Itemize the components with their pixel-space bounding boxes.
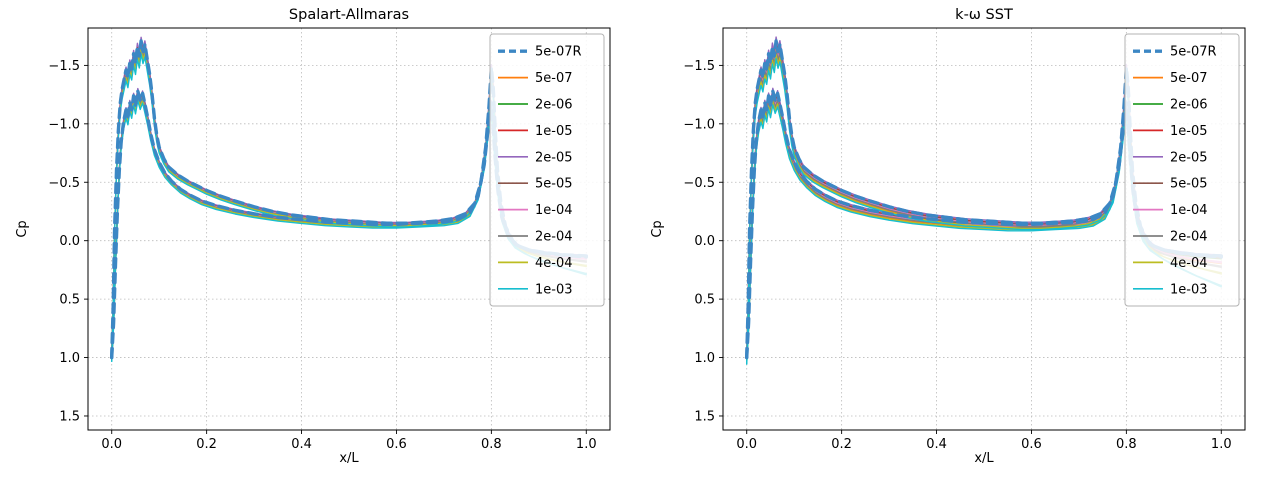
chart-k-sst: 0.0 0.2 0.4 0.6 0.8 1.0 −1.5 −1.0 −0.5 0.0 0.5 1.0 1…: [650, 7, 1246, 466]
panel-spalart-allmaras: 0.0 0.2 0.4 0.6 0.8 1.0 −1.5 −1.0 −0.5 0.0 0.5 1.0 1…: [0, 0, 635, 474]
svg-text:1.0: 1.0: [59, 351, 80, 366]
svg-text:−1.5: −1.5: [48, 59, 80, 74]
svg-text:0.5: 0.5: [694, 293, 715, 308]
svg-text:0.4: 0.4: [926, 437, 947, 452]
legend-label-2e-04: 2e-04: [535, 230, 573, 245]
svg-text:1.0: 1.0: [576, 437, 597, 452]
legend-label-5e-07R: 5e-07R: [535, 45, 582, 60]
series-5e-07R-upper: [745, 39, 1223, 360]
svg-text:1.0: 1.0: [694, 351, 715, 366]
panel-k-omega-sst: 0.0 0.2 0.4 0.6 0.8 1.0 −1.5 −1.0 −0.5 0.0 0.5 1.0 1…: [635, 0, 1270, 474]
svg-text:1.5: 1.5: [59, 409, 80, 424]
svg-text:0.8: 0.8: [1116, 437, 1137, 452]
svg-text:0.8: 0.8: [481, 437, 502, 452]
svg-text:−1.5: −1.5: [683, 59, 715, 74]
legend-label-2e-05: 2e-05: [535, 150, 573, 165]
legend-label-1e-05: 1e-05: [535, 124, 573, 139]
y-axis-label: Cp: [650, 220, 665, 237]
x-axis-label: x/L: [974, 451, 994, 466]
legend-label-1e-03: 1e-03: [535, 282, 573, 297]
legend-label-2e-05: 2e-05: [1170, 150, 1208, 165]
legend-label-2e-06: 2e-06: [535, 98, 573, 113]
svg-text:0.5: 0.5: [59, 293, 80, 308]
series-5e-07R-upper: [110, 39, 588, 360]
legend-label-5e-05: 5e-05: [535, 177, 573, 192]
svg-text:0.0: 0.0: [694, 234, 715, 249]
legend-label-5e-07: 5e-07: [1170, 71, 1208, 86]
svg-text:1.0: 1.0: [1211, 437, 1232, 452]
legend-label-5e-07: 5e-07: [535, 71, 573, 86]
chart-title: k-ω SST: [955, 7, 1013, 23]
legend-label-5e-07R: 5e-07R: [1170, 45, 1217, 60]
axes-spines: [87, 27, 611, 431]
svg-text:0.0: 0.0: [101, 437, 122, 452]
svg-text:1.5: 1.5: [694, 409, 715, 424]
tick-labels: 0.0 0.2 0.4 0.6 0.8 1.0 −1.5 −1.0 −0.5 0.0 0.5 1.0 1…: [683, 59, 1231, 452]
legend: 5e-07R 5e-07 2e-06 1e-05 2e-05 5e-05 1e-04 2e-0…: [1124, 33, 1240, 307]
legend-label-1e-03: 1e-03: [1170, 282, 1208, 297]
legend-label-1e-04: 1e-04: [1170, 203, 1208, 218]
svg-text:0.2: 0.2: [196, 437, 217, 452]
legend-label-1e-05: 1e-05: [1170, 124, 1208, 139]
legend-label-4e-04: 4e-04: [1170, 256, 1208, 271]
legend-label-1e-04: 1e-04: [535, 203, 573, 218]
svg-text:0.0: 0.0: [736, 437, 757, 452]
svg-text:−0.5: −0.5: [48, 176, 80, 191]
svg-text:−1.0: −1.0: [48, 117, 80, 132]
legend-label-2e-06: 2e-06: [1170, 98, 1208, 113]
chart-title: Spalart-Allmaras: [289, 7, 409, 23]
tick-labels: 0.0 0.2 0.4 0.6 0.8 1.0 −1.5 −1.0 −0.5 0.0 0.5 1.0 1…: [48, 59, 596, 452]
y-axis-label: Cp: [15, 220, 30, 237]
legend-label-5e-05: 5e-05: [1170, 177, 1208, 192]
axes-spines: [722, 27, 1246, 431]
svg-text:0.4: 0.4: [291, 437, 312, 452]
svg-text:0.0: 0.0: [59, 234, 80, 249]
svg-text:−1.0: −1.0: [683, 117, 715, 132]
svg-text:0.6: 0.6: [386, 437, 407, 452]
svg-text:0.2: 0.2: [831, 437, 852, 452]
legend-label-4e-04: 4e-04: [535, 256, 573, 271]
chart-spalart-allmaras: 0.0 0.2 0.4 0.6 0.8 1.0 −1.5 −1.0 −0.5 0.0 0.5 1.0 1…: [15, 7, 611, 466]
svg-text:−0.5: −0.5: [683, 176, 715, 191]
legend-label-2e-04: 2e-04: [1170, 230, 1208, 245]
x-axis-label: x/L: [339, 451, 359, 466]
legend: 5e-07R 5e-07 2e-06 1e-05 2e-05 5e-05 1e-04 2e-0…: [489, 33, 605, 307]
svg-text:0.6: 0.6: [1021, 437, 1042, 452]
